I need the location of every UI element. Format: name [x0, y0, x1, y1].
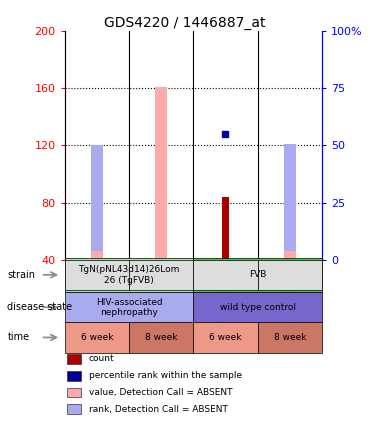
Bar — [284, 144, 296, 260]
Text: count: count — [89, 354, 114, 363]
Bar — [91, 251, 103, 260]
Text: GDS4220 / 1446887_at: GDS4220 / 1446887_at — [104, 16, 266, 30]
Text: HIV-associated
nephropathy: HIV-associated nephropathy — [96, 297, 162, 317]
Text: time: time — [7, 333, 30, 342]
Bar — [155, 87, 167, 260]
Text: wild type control: wild type control — [220, 303, 296, 312]
Bar — [91, 145, 103, 260]
Text: strain: strain — [7, 270, 36, 280]
Text: value, Detection Call = ABSENT: value, Detection Call = ABSENT — [89, 388, 232, 397]
Text: rank, Detection Call = ABSENT: rank, Detection Call = ABSENT — [89, 405, 228, 414]
Text: 6 week: 6 week — [81, 333, 113, 342]
Text: FVB: FVB — [249, 270, 266, 279]
Text: 8 week: 8 week — [273, 333, 306, 342]
Text: 8 week: 8 week — [145, 333, 178, 342]
Bar — [155, 99, 167, 260]
Text: disease state: disease state — [7, 302, 73, 312]
Bar — [284, 251, 296, 260]
Text: percentile rank within the sample: percentile rank within the sample — [89, 371, 242, 380]
Bar — [222, 197, 229, 260]
Text: 6 week: 6 week — [209, 333, 242, 342]
Text: TgN(pNL43d14)26Lom
26 (TgFVB): TgN(pNL43d14)26Lom 26 (TgFVB) — [78, 265, 180, 285]
